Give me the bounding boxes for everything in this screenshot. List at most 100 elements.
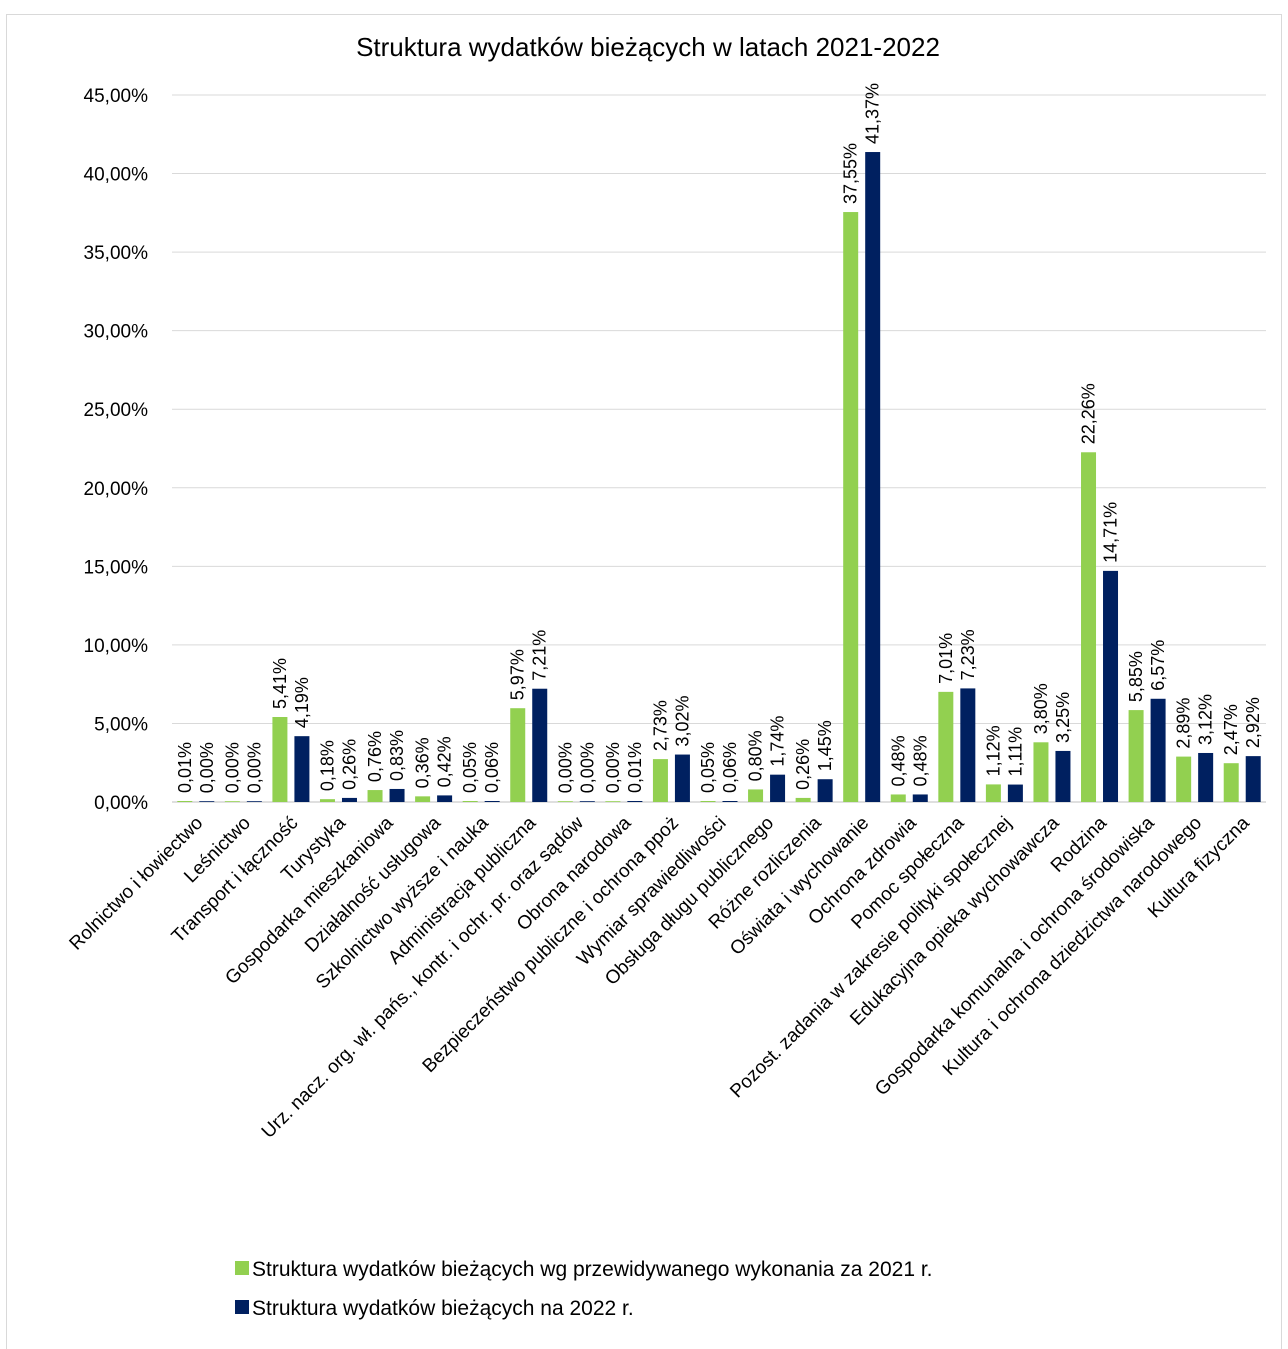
bar-2021 [605,801,621,802]
bar-2022 [627,801,643,802]
data-label: 22,26% [1079,383,1099,444]
legend-label-2021: Struktura wydatków bieżących wg przewidy… [252,1258,933,1281]
y-tick-label: 25,00% [84,400,149,421]
bar-2022 [579,801,595,802]
legend-swatch-2022 [235,1300,249,1314]
data-label: 0,01% [625,742,645,793]
data-label: 0,00% [577,742,597,793]
bar-2021 [224,801,240,802]
y-tick-label: 30,00% [84,322,149,343]
data-label: 0,06% [482,742,502,793]
bar-2021 [557,801,573,802]
bar-2021 [1033,742,1049,802]
bar-2021 [1081,452,1097,802]
data-label: 0,05% [698,742,718,793]
y-tick-label: 15,00% [84,557,149,578]
data-label: 5,97% [508,649,528,700]
data-label: 0,48% [910,735,930,786]
data-label: 4,19% [292,677,312,728]
legend-label-2022: Struktura wydatków bieżących na 2022 r. [252,1297,634,1320]
chart-title: Struktura wydatków bieżących w latach 20… [356,32,940,62]
bar-2022 [1103,570,1119,802]
data-label: 7,21% [530,630,550,681]
y-tick-label: 40,00% [84,165,149,186]
data-label: 5,41% [270,658,290,709]
data-label: 2,92% [1243,697,1263,748]
data-label: 0,76% [365,731,385,782]
data-label: 3,80% [1031,683,1051,734]
bar-2021 [510,708,526,802]
y-tick-label: 0,00% [94,793,148,814]
bar-2022 [1198,752,1214,802]
bar-2021 [890,794,906,802]
bars [177,152,1261,803]
data-label: 0,00% [555,742,575,793]
data-label: 0,48% [888,735,908,786]
data-label: 0,00% [603,742,623,793]
bar-2021 [367,790,383,802]
data-label: 0,06% [720,742,740,793]
data-label: 0,05% [460,742,480,793]
data-label: 0,26% [339,739,359,790]
bar-2022 [389,788,405,802]
bar-2022 [199,801,215,802]
x-axis: Rolnictwo i łowiectwoLeśnictwoTransport … [66,812,1255,1142]
data-label: 7,01% [936,633,956,684]
y-tick-label: 10,00% [84,636,149,657]
bar-2021 [272,717,288,802]
data-label: 0,01% [175,742,195,793]
bar-2022 [770,774,786,802]
bar-2021 [1223,763,1239,802]
bar-2022 [294,736,310,802]
data-labels: 0,01% 0,00% 0,00% 0,00%5,41% 4,19%0,18% 0,26%… [175,83,1263,793]
bar-2021 [652,759,668,802]
bar-2021 [1128,710,1144,802]
bar-2021 [748,789,764,802]
y-tick-label: 20,00% [84,479,149,500]
data-label: 0,83% [387,730,407,781]
data-label: 2,89% [1174,698,1194,749]
legend: Struktura wydatków bieżących wg przewidy… [235,1258,933,1320]
bar-2021 [700,801,716,802]
chart-frame [6,14,1282,1349]
bar-2022 [865,152,881,803]
data-label: 1,12% [983,725,1003,776]
bar-2022 [1055,750,1071,802]
data-label: 3,02% [672,696,692,747]
data-label: 7,23% [958,629,978,680]
y-tick-label: 5,00% [94,714,148,735]
bar-2022 [1007,784,1023,802]
data-label: 0,00% [197,742,217,793]
bar-2022 [817,779,833,802]
bar-2022 [912,794,928,802]
bar-2022 [246,801,262,802]
bar-2021 [177,801,193,802]
data-label: 6,57% [1148,640,1168,691]
bar-2022 [484,801,500,802]
bar-2022 [960,688,976,802]
y-tick-label: 35,00% [84,243,149,264]
data-label: 1,45% [815,720,835,771]
data-label: 37,55% [841,143,861,204]
data-label: 0,36% [413,737,433,788]
legend-swatch-2021 [235,1261,249,1275]
bar-2022 [1150,698,1166,802]
data-label: 0,80% [746,730,766,781]
data-label: 3,12% [1196,694,1216,745]
bar-2021 [795,797,811,802]
data-label: 14,71% [1101,502,1121,563]
data-label: 2,47% [1221,704,1241,755]
data-label: 3,25% [1053,692,1073,743]
bar-2022 [722,801,738,802]
bar-2021 [462,801,478,802]
bar-2022 [532,688,548,802]
data-label: 2,73% [650,700,670,751]
data-label: 0,42% [435,736,455,787]
bar-2021 [938,691,954,802]
y-tick-label: 45,00% [84,86,149,107]
data-label: 1,11% [1005,727,1025,777]
bar-2021 [843,212,859,802]
bar-2022 [437,795,453,802]
bar-2021 [415,796,431,802]
